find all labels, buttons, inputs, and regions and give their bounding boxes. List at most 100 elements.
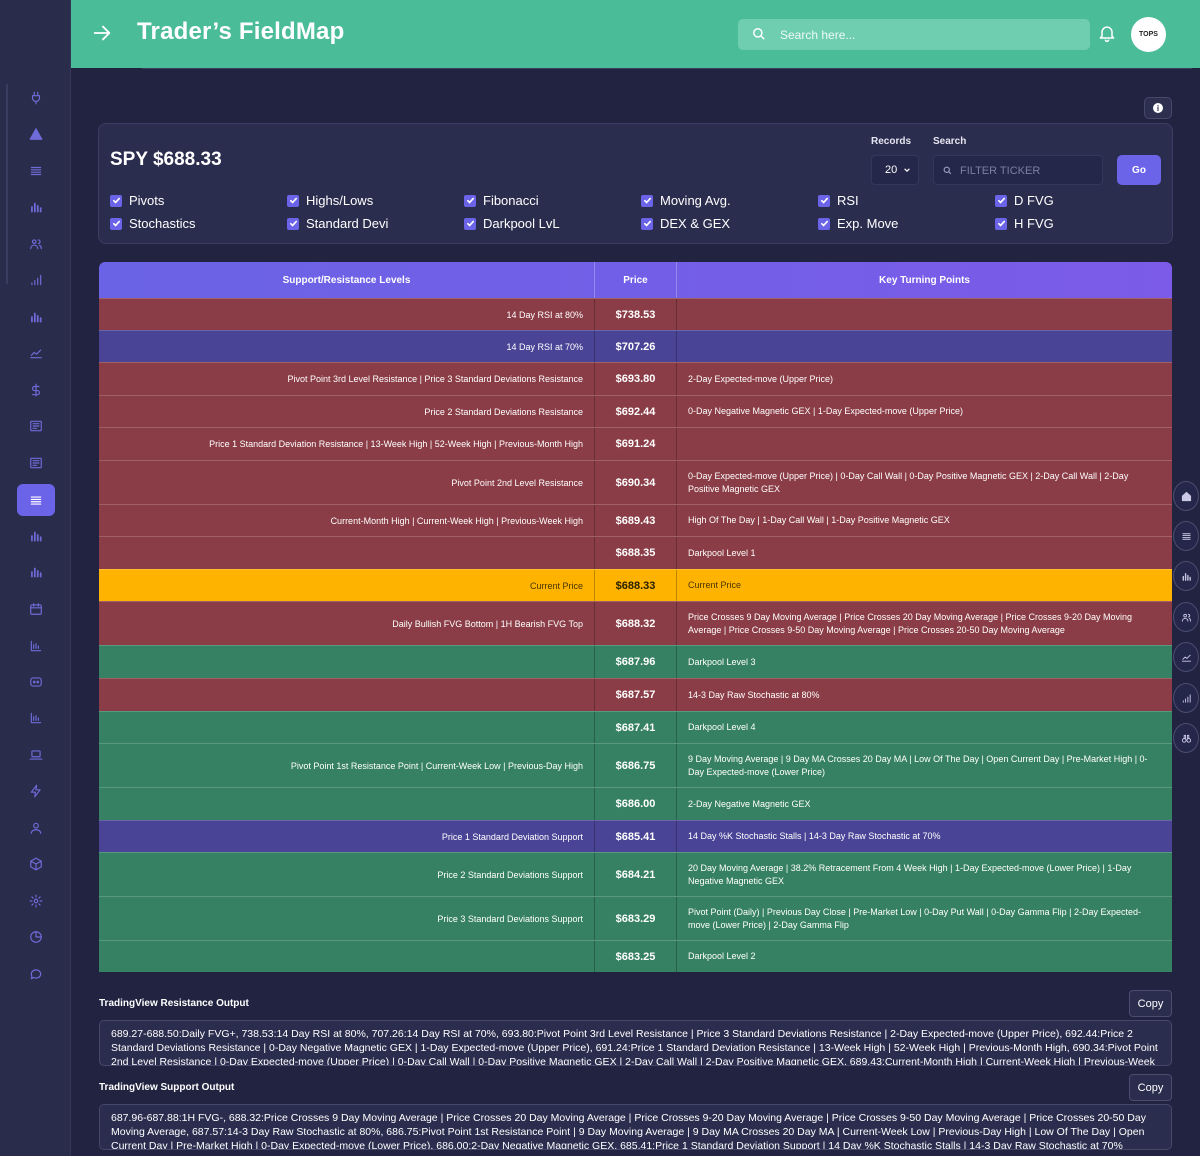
- checkbox-pivots[interactable]: Pivots: [110, 193, 164, 208]
- checkmark-icon: [641, 194, 653, 207]
- checkbox-stochastics[interactable]: Stochastics: [110, 216, 195, 231]
- sidebar-item-14[interactable]: [17, 556, 55, 588]
- sidebar-item-24[interactable]: [17, 921, 55, 953]
- sidebar-item-16[interactable]: [17, 630, 55, 662]
- sidebar-item-12[interactable]: [17, 484, 55, 516]
- sr-level-cell: [99, 941, 595, 972]
- sidebar-item-25[interactable]: [17, 958, 55, 990]
- sidebar-item-7[interactable]: [17, 301, 55, 333]
- table-row[interactable]: Price 1 Standard Deviation Resistance | …: [99, 427, 1172, 460]
- copy-support-button[interactable]: Copy: [1129, 1074, 1172, 1101]
- checkbox-d-fvg[interactable]: D FVG: [995, 193, 1054, 208]
- resistance-output-textarea[interactable]: 689.27-688.50:Daily FVG+, 738.53:14 Day …: [99, 1020, 1172, 1066]
- checkbox-highs-lows[interactable]: Highs/Lows: [287, 193, 373, 208]
- sr-level-cell: 14 Day RSI at 80%: [99, 299, 595, 330]
- sidebar-item-20[interactable]: [17, 775, 55, 807]
- quick-nav-home[interactable]: [1173, 481, 1199, 511]
- users-icon: [29, 237, 43, 251]
- sidebar-item-9[interactable]: [17, 374, 55, 406]
- sidebar-item-15[interactable]: [17, 593, 55, 625]
- sidebar-item-21[interactable]: [17, 812, 55, 844]
- header-price[interactable]: Price: [595, 262, 677, 298]
- checkbox-standard-devi[interactable]: Standard Devi: [287, 216, 388, 231]
- table-row[interactable]: Price 2 Standard Deviations Support $684.…: [99, 852, 1172, 896]
- filter-ticker-input[interactable]: [960, 163, 1095, 179]
- sidebar-item-17[interactable]: [17, 666, 55, 698]
- table-row[interactable]: 14 Day RSI at 80% $738.53: [99, 298, 1172, 330]
- sidebar-item-1[interactable]: [17, 82, 55, 114]
- table-row[interactable]: Pivot Point 3rd Level Resistance | Price…: [99, 362, 1172, 395]
- checkbox-dex-gex[interactable]: DEX & GEX: [641, 216, 730, 231]
- levels-table: Support/Resistance Levels Price Key Turn…: [99, 262, 1172, 972]
- table-row[interactable]: $686.00 2-Day Negative Magnetic GEX: [99, 787, 1172, 820]
- sr-level-cell: Price 2 Standard Deviations Resistance: [99, 396, 595, 427]
- copy-resistance-button[interactable]: Copy: [1129, 990, 1172, 1017]
- sidebar-item-18[interactable]: [17, 702, 55, 734]
- key-turning-point-cell: 0-Day Expected-move (Upper Price) | 0-Da…: [688, 470, 1129, 494]
- table-row[interactable]: Price 2 Standard Deviations Resistance $6…: [99, 395, 1172, 427]
- avatar[interactable]: TOPS: [1131, 17, 1166, 52]
- search-input[interactable]: [780, 25, 1070, 45]
- sidebar-item-23[interactable]: [17, 885, 55, 917]
- filter-ticker-field[interactable]: [933, 155, 1103, 185]
- table-row[interactable]: $683.25 Darkpool Level 2: [99, 940, 1172, 972]
- info-button[interactable]: i: [1144, 97, 1172, 119]
- table-row[interactable]: Current-Month High | Current-Week High |…: [99, 504, 1172, 536]
- quick-nav-signal[interactable]: [1173, 683, 1199, 713]
- table-row[interactable]: Pivot Point 2nd Level Resistance $690.34 0…: [99, 460, 1172, 504]
- go-button[interactable]: Go: [1117, 155, 1161, 185]
- sr-level-cell: Pivot Point 1st Resistance Point | Curre…: [99, 744, 595, 787]
- sidebar-item-6[interactable]: [17, 264, 55, 296]
- table-row[interactable]: $687.57 14-3 Day Raw Stochastic at 80%: [99, 678, 1172, 711]
- quick-nav-binoculars[interactable]: [1173, 723, 1199, 753]
- quick-nav-bar-chart[interactable]: [1173, 561, 1199, 591]
- sidebar-item-4[interactable]: [17, 191, 55, 223]
- checkbox-moving-avg[interactable]: Moving Avg.: [641, 193, 731, 208]
- table-row[interactable]: $688.35 Darkpool Level 1: [99, 536, 1172, 569]
- quick-nav-users[interactable]: [1173, 602, 1199, 632]
- quick-nav-list[interactable]: [1173, 521, 1199, 551]
- gear-icon: [29, 894, 43, 908]
- sidebar-item-2[interactable]: [17, 118, 55, 150]
- table-row[interactable]: Price 1 Standard Deviation Support $685.4…: [99, 820, 1172, 852]
- search-bar[interactable]: [738, 19, 1090, 50]
- table-row[interactable]: Pivot Point 1st Resistance Point | Curre…: [99, 743, 1172, 787]
- sr-level-cell: [99, 679, 595, 711]
- table-row[interactable]: Daily Bullish FVG Bottom | 1H Bearish FV…: [99, 601, 1172, 645]
- arrow-right-icon[interactable]: [91, 22, 113, 44]
- quick-nav-line-chart[interactable]: [1173, 642, 1199, 672]
- checkbox-fibonacci[interactable]: Fibonacci: [464, 193, 539, 208]
- table-row[interactable]: Current Price $688.33 Current Price: [99, 569, 1172, 601]
- checkbox-exp-move[interactable]: Exp. Move: [818, 216, 898, 231]
- checkbox-rsi[interactable]: RSI: [818, 193, 859, 208]
- sidebar-item-8[interactable]: [17, 337, 55, 369]
- sidebar-item-10[interactable]: [17, 410, 55, 442]
- checkbox-label: Fibonacci: [483, 193, 539, 208]
- checkbox-label: D FVG: [1014, 193, 1054, 208]
- table-row[interactable]: $687.96 Darkpool Level 3: [99, 645, 1172, 678]
- table-row[interactable]: Price 3 Standard Deviations Support $683.…: [99, 896, 1172, 940]
- sidebar-item-19[interactable]: [17, 739, 55, 771]
- records-select[interactable]: 20: [871, 155, 919, 185]
- bell-icon[interactable]: [1097, 22, 1117, 44]
- header-support-resistance[interactable]: Support/Resistance Levels: [99, 262, 595, 298]
- sidebar-item-3[interactable]: [17, 155, 55, 187]
- header-key-turning-points[interactable]: Key Turning Points: [879, 274, 970, 286]
- checkbox-label: Pivots: [129, 193, 165, 208]
- newspaper-icon: [29, 456, 43, 470]
- checkbox-h-fvg[interactable]: H FVG: [995, 216, 1054, 231]
- table-row[interactable]: $687.41 Darkpool Level 4: [99, 711, 1172, 743]
- checkbox-darkpool-lvl[interactable]: Darkpool LvL: [464, 216, 560, 231]
- sidebar-scrollbar[interactable]: [6, 84, 8, 284]
- bar-chart-icon: [29, 200, 43, 214]
- sidebar-item-13[interactable]: [17, 520, 55, 552]
- key-turning-point-cell: Current Price: [688, 580, 742, 590]
- checkbox-label: Moving Avg.: [660, 193, 731, 208]
- sidebar-item-5[interactable]: [17, 228, 55, 260]
- checkmark-icon: [110, 194, 122, 207]
- header-divider: [142, 68, 1192, 69]
- sidebar-item-11[interactable]: [17, 447, 55, 479]
- sidebar-item-22[interactable]: [17, 848, 55, 880]
- table-row[interactable]: 14 Day RSI at 70% $707.26: [99, 330, 1172, 362]
- support-output-textarea[interactable]: 687.96-687.88:1H FVG-, 688.32:Price Cros…: [99, 1104, 1172, 1150]
